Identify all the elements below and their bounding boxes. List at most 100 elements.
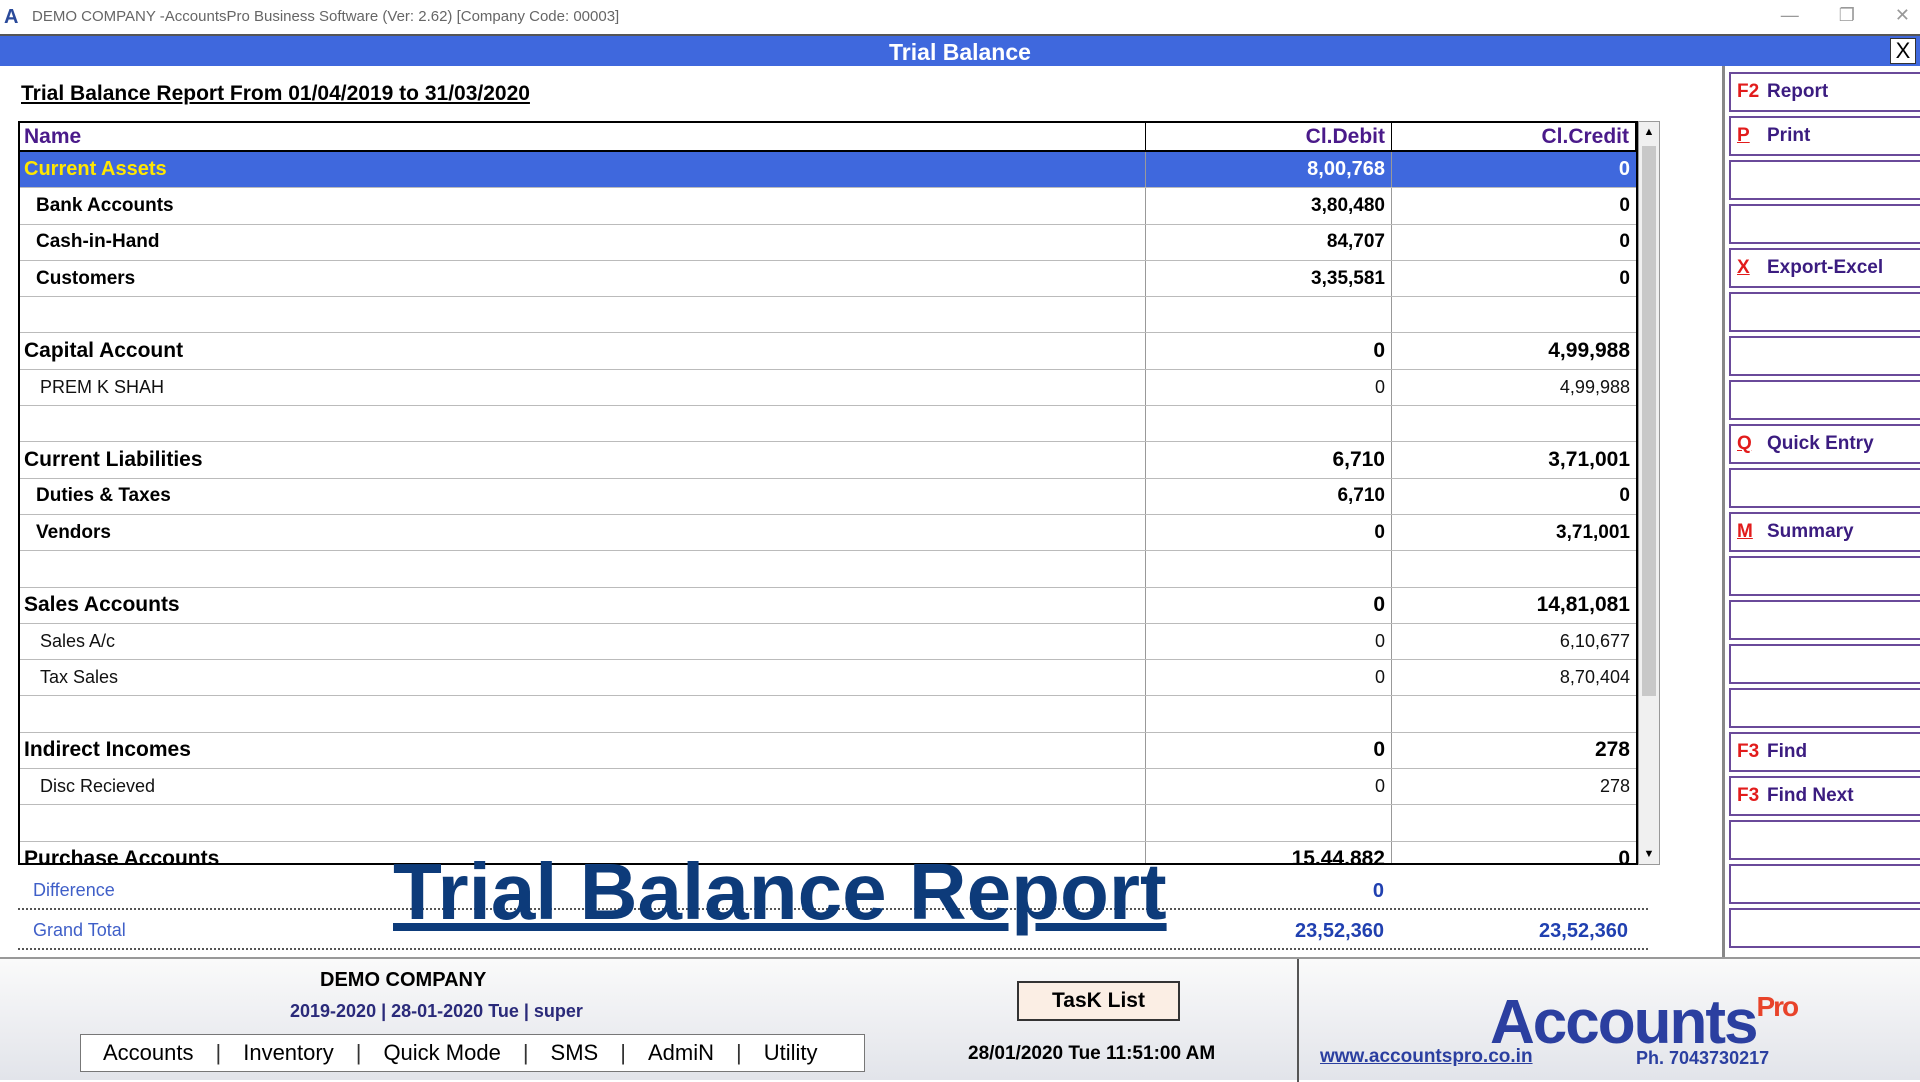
cell-name: Customers (20, 260, 1146, 297)
table-row[interactable]: Customers 3,35,581 0 (20, 260, 1636, 298)
cell-credit: 278 (1599, 776, 1630, 797)
side-button-empty (1729, 644, 1920, 684)
side-button-print[interactable]: P Print (1729, 116, 1920, 156)
side-button-report[interactable]: F2 Report (1729, 72, 1920, 112)
table-row[interactable]: Tax Sales 0 8,70,404 (20, 660, 1636, 697)
side-button-find-next[interactable]: F3 Find Next (1729, 776, 1920, 816)
table-row[interactable]: Purchase Accounts 15,44,882 0 (20, 841, 1636, 863)
table-row-empty[interactable] (20, 696, 1636, 733)
scroll-down-icon[interactable]: ▼ (1643, 848, 1655, 860)
cell-name (20, 551, 1146, 587)
menu-admin[interactable]: AdmiN (647, 1040, 714, 1065)
table-row[interactable]: Cash-in-Hand 84,707 0 (20, 224, 1636, 261)
cell-credit: 0 (1619, 231, 1630, 253)
table-row[interactable]: Vendors 0 3,71,001 (20, 514, 1636, 552)
table-header: Name Cl.Debit Cl.Credit (20, 123, 1636, 152)
col-name-header[interactable]: Name (20, 123, 1146, 150)
side-button-export-excel[interactable]: X Export-Excel (1729, 248, 1920, 288)
cell-credit: 4,99,988 (1559, 376, 1630, 397)
cell-name: Current Assets (20, 152, 1146, 188)
datetime: 28/01/2020 Tue 11:51:00 AM (968, 1043, 1216, 1064)
cell-debit: 6,710 (1146, 478, 1392, 514)
close-dialog-button[interactable]: X (1890, 38, 1916, 64)
menu-quick-mode[interactable]: Quick Mode (383, 1040, 501, 1065)
scroll-up-icon[interactable]: ▲ (1643, 126, 1655, 138)
cell-debit: 84,707 (1146, 224, 1392, 260)
cell-name: Indirect Incomes (20, 732, 1146, 769)
footer-divider (1297, 959, 1299, 1082)
menu-accounts[interactable]: Accounts (103, 1040, 194, 1065)
cell-debit (1146, 551, 1392, 587)
cell-credit (1392, 551, 1636, 586)
table-row[interactable]: PREM K SHAH 0 4,99,988 (20, 369, 1636, 407)
button-label: Find Next (1767, 785, 1854, 806)
cell-debit: 0 (1146, 660, 1392, 696)
table-row[interactable]: Current Assets 8,00,768 0 (20, 152, 1636, 189)
cell-name: Tax Sales (20, 660, 1146, 696)
button-label: Print (1767, 125, 1811, 146)
cell-credit: 4,99,988 (1548, 339, 1630, 363)
close-window-button[interactable]: ✕ (1894, 5, 1910, 25)
cell-credit: 6,10,677 (1559, 631, 1630, 651)
table-row[interactable]: Current Liabilities 6,710 3,71,001 (20, 442, 1636, 479)
shortcut-key: P (1737, 125, 1750, 146)
dialog-header: Trial Balance X (0, 34, 1920, 66)
table-row[interactable]: Duties & Taxes 6,710 0 (20, 478, 1636, 515)
trial-balance-table: Name Cl.Debit Cl.Credit Current Assets 8,… (18, 121, 1638, 865)
cell-debit: 8,00,768 (1146, 152, 1392, 188)
window-titlebar: A DEMO COMPANY -AccountsPro Business Sof… (0, 0, 1920, 33)
menu-sms[interactable]: SMS (550, 1040, 599, 1065)
table-row-empty[interactable] (20, 805, 1636, 842)
cell-debit: 0 (1146, 732, 1392, 769)
table-scrollbar[interactable]: ▲ ▼ (1638, 121, 1660, 865)
cell-name (20, 696, 1146, 732)
side-button-empty (1729, 600, 1920, 640)
difference-debit: 0 (1372, 880, 1384, 902)
cell-debit (1146, 406, 1392, 442)
menu-inventory[interactable]: Inventory (243, 1040, 334, 1065)
shortcut-key: F2 (1737, 81, 1760, 102)
shortcut-key: X (1737, 257, 1750, 278)
cell-debit: 3,80,480 (1146, 188, 1392, 224)
scroll-thumb[interactable] (1642, 146, 1656, 696)
side-button-summary[interactable]: M Summary (1729, 512, 1920, 552)
side-button-empty (1729, 556, 1920, 596)
col-debit-header[interactable]: Cl.Debit (1146, 123, 1392, 150)
table-row[interactable]: Indirect Incomes 0 278 (20, 732, 1636, 770)
table-row[interactable]: Capital Account 0 4,99,988 (20, 333, 1636, 370)
cell-name: Purchase Accounts (20, 841, 1146, 863)
button-label: Summary (1767, 521, 1854, 542)
cell-credit: 278 (1594, 738, 1630, 762)
menu-utility[interactable]: Utility (763, 1040, 818, 1065)
table-row-empty[interactable] (20, 297, 1636, 334)
website-link[interactable]: www.accountspro.co.in (1320, 1046, 1533, 1067)
table-row[interactable]: Sales A/c 0 6,10,677 (20, 623, 1636, 661)
table-row[interactable]: Sales Accounts 0 14,81,081 (20, 587, 1636, 624)
grand-total-debit: 23,52,360 (1295, 920, 1384, 942)
side-button-quick-entry[interactable]: Q Quick Entry (1729, 424, 1920, 464)
col-credit-header[interactable]: Cl.Credit (1392, 123, 1636, 150)
task-list-button[interactable]: TasK List (1017, 981, 1180, 1021)
table-row[interactable]: Disc Recieved 0 278 (20, 769, 1636, 806)
cell-credit: 3,71,001 (1556, 521, 1630, 543)
cell-name: Current Liabilities (20, 442, 1146, 478)
maximize-button[interactable]: ❐ (1838, 5, 1855, 25)
table-row-empty[interactable] (20, 551, 1636, 588)
side-button-empty (1729, 820, 1920, 860)
cell-credit (1392, 406, 1636, 441)
cell-debit: 0 (1146, 369, 1392, 406)
brand-logo: AccountsPro (1490, 987, 1799, 1058)
table-row-empty[interactable] (20, 406, 1636, 443)
table-row[interactable]: Bank Accounts 3,80,480 0 (20, 188, 1636, 225)
minimize-button[interactable]: — (1780, 5, 1799, 25)
side-button-find[interactable]: F3 Find (1729, 732, 1920, 772)
button-label: Report (1767, 81, 1829, 102)
cell-debit: 0 (1146, 623, 1392, 660)
cell-debit: 6,710 (1146, 442, 1392, 478)
cell-debit: 0 (1146, 333, 1392, 369)
cell-credit (1392, 696, 1636, 731)
cell-debit (1146, 805, 1392, 841)
cell-credit: 0 (1619, 485, 1630, 507)
cell-credit: 14,81,081 (1536, 593, 1630, 617)
shortcut-key: F3 (1737, 741, 1760, 762)
